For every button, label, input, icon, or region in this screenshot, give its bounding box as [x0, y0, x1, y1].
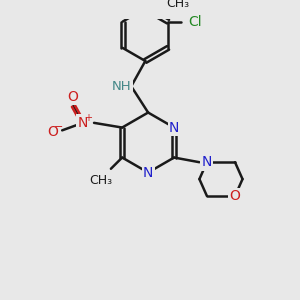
Text: −: − [54, 122, 63, 132]
Text: N: N [202, 155, 212, 169]
Text: N: N [169, 121, 179, 134]
Text: Cl: Cl [189, 15, 202, 28]
Text: O: O [47, 125, 58, 139]
Text: O: O [67, 90, 78, 104]
Text: N: N [143, 166, 153, 179]
Text: CH₃: CH₃ [89, 175, 112, 188]
Text: O: O [230, 189, 241, 203]
Text: N: N [78, 116, 88, 130]
Text: +: + [84, 113, 92, 123]
Text: NH: NH [112, 80, 131, 93]
Text: CH₃: CH₃ [166, 0, 189, 10]
